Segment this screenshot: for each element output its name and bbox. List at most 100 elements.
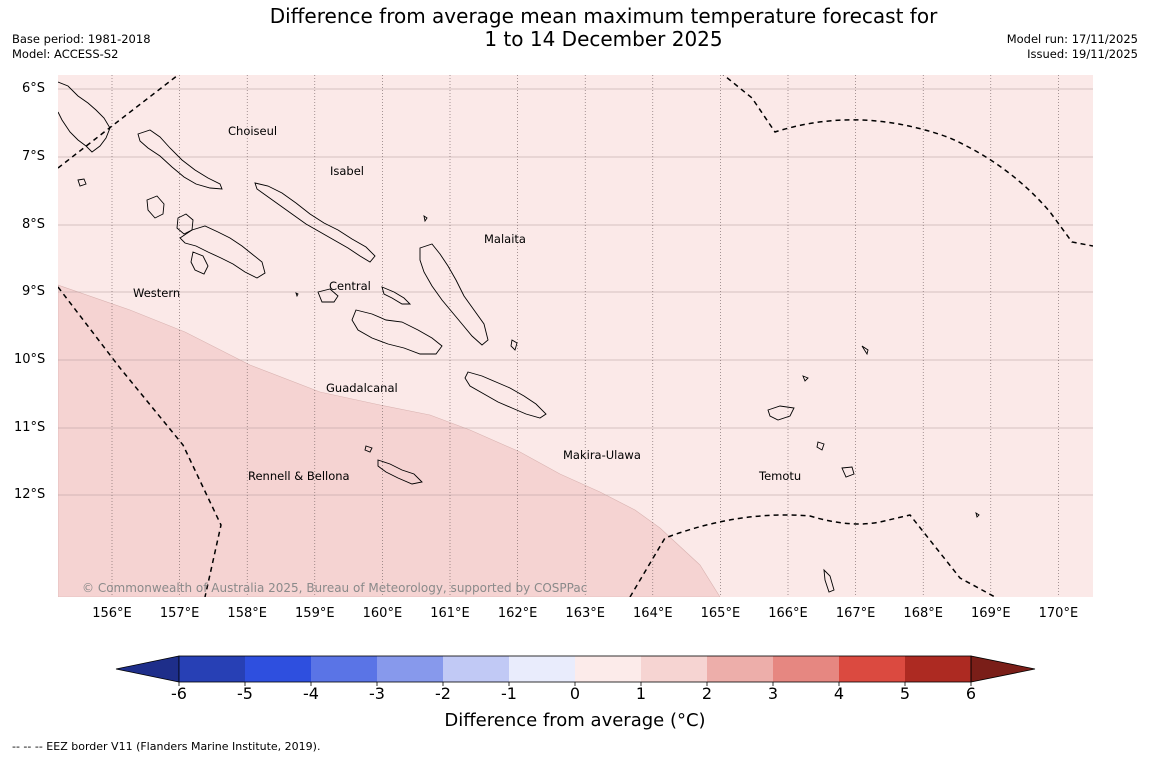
longitude-label: 170°E [1038,606,1079,621]
province-labels: Choiseul Isabel Malaita Western Central … [133,124,801,483]
coastlines [58,81,980,593]
meta-left: Base period: 1981-2018 Model: ACCESS-S2 [12,32,151,62]
colorbar-tick-label: -1 [501,684,517,703]
eez-borders [58,75,1093,597]
longitude-label: 169°E [971,606,1011,621]
colorbar-bin [443,656,509,682]
choiseul-coast [137,129,223,190]
issued-date: Issued: 19/11/2025 [1027,47,1138,61]
longitude-label: 157°E [159,606,200,621]
province-central: Central [329,279,371,293]
duff-islands-coast [861,345,869,356]
colorbar-bin [245,656,311,682]
florida-islands-coast [317,288,339,303]
eez-border-south-east [629,514,996,597]
colorbar-bin [377,656,443,682]
ulawa-coast [510,339,518,351]
colorbar-tick-label: -2 [435,684,451,703]
ranongga-coast [190,251,209,275]
malaita-coast [419,243,489,346]
province-rennell-bellona: Rennell & Bellona [248,469,350,483]
colorbar-tick-label: 0 [569,684,581,703]
colorbar [115,655,1036,686]
vella-lavella-coast [146,195,165,219]
latitude-label: 11°S [14,420,46,435]
model-run-date: Model run: 17/11/2025 [1006,32,1138,46]
small-islet-4 [975,511,980,518]
colorbar-bin [905,656,971,682]
chart-title-line-1: Difference from average mean maximum tem… [269,4,938,28]
guadalcanal-coast [351,309,443,355]
bougainville-coast [58,81,111,153]
longitude-label: 158°E [227,606,267,621]
longitude-label: 164°E [633,606,673,621]
province-temotu: Temotu [758,469,801,483]
base-period: Base period: 1981-2018 [12,32,151,46]
latitude-label: 10°S [14,352,46,367]
small-islet-2 [77,178,87,187]
longitude-label: 160°E [362,606,403,621]
colorbar-tick-label: -5 [237,684,253,703]
anomaly-region-1-to-2 [58,284,721,597]
province-malaita: Malaita [484,232,526,246]
longitude-label: 167°E [835,606,876,621]
colorbar-tick-label: 6 [965,684,977,703]
isabel-coast [254,182,376,263]
russell-islands-coast [381,286,412,305]
eez-footnote: -- -- -- EEZ border V11 (Flanders Marine… [12,740,321,753]
longitude-label: 159°E [295,606,335,621]
new-georgia-coast [179,225,266,279]
rennell-coast [377,459,423,485]
eez-border-north-west [58,75,180,169]
colorbar-tick-label: 3 [767,684,779,703]
colorbar-tick-label: -4 [303,684,319,703]
chart-title-line-2: 1 to 14 December 2025 [484,27,723,51]
colorbar-bin [179,656,245,682]
colorbar-bin [773,656,839,682]
latitude-label: 7°S [22,149,46,164]
province-guadalcanal: Guadalcanal [326,381,398,395]
small-islet-3 [295,292,299,298]
colorbar-bin [575,656,641,682]
kolombangara-coast [176,213,194,235]
latitude-label: 6°S [22,81,46,96]
colorbar-tick-label: -6 [171,684,187,703]
copyright-notice: © Commonwealth of Australia 2025, Bureau… [82,581,587,595]
nendo-coast [767,405,795,421]
colorbar-tick-label: 1 [635,684,647,703]
longitude-label: 161°E [430,606,470,621]
vanikoro-coast [841,466,855,478]
colorbar-bin [311,656,377,682]
small-islet-1 [423,215,428,223]
eez-border-south-west [58,286,222,597]
longitude-label: 166°E [768,606,808,621]
utupua-coast [816,441,825,451]
colorbar-title: Difference from average (°C) [444,710,706,731]
colorbar-bin [641,656,707,682]
colorbar-tick-label: 4 [833,684,845,703]
colorbar-tick-label: 5 [899,684,911,703]
longitude-label: 165°E [700,606,741,621]
gridlines [58,75,1093,597]
province-makira-ulawa: Makira-Ulawa [563,448,641,462]
province-western: Western [133,286,180,300]
meta-right: Model run: 17/11/2025 Issued: 19/11/2025 [1007,32,1138,62]
longitude-label: 168°E [903,606,943,621]
longitude-label: 156°E [92,606,132,621]
latitude-label: 9°S [22,284,46,299]
longitude-label: 163°E [565,606,605,621]
makira-coast [464,371,547,419]
bellona-coast [364,445,373,453]
colorbar-tick-label: 2 [701,684,713,703]
province-choiseul: Choiseul [228,124,277,138]
colorbar-tick-label: -3 [369,684,385,703]
province-isabel: Isabel [330,164,364,178]
latitude-label: 12°S [14,487,46,502]
colorbar-bin [839,656,905,682]
latitude-label: 8°S [22,217,46,232]
colorbar-bin [509,656,575,682]
colorbar-extend-high [970,655,1036,683]
colorbar-bin [707,656,773,682]
model-name: Model: ACCESS-S2 [12,47,119,61]
